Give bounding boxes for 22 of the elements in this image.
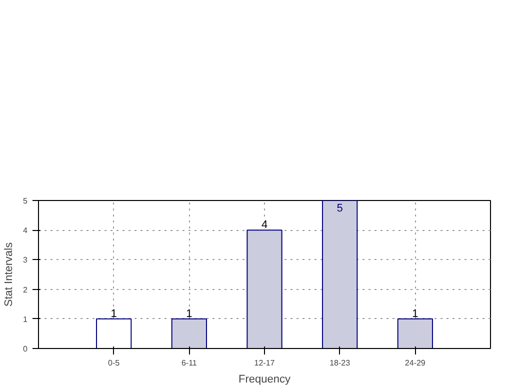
x-tick-label: 0-5 [108,358,120,368]
y-axis-title: Stat Intervals [3,242,16,307]
y-tick-label: 0 [23,344,28,354]
bar [397,318,433,348]
y-tick-label: 2 [23,285,28,294]
y-tick-label: 4 [23,226,28,236]
data-label: 5 [336,202,343,214]
x-tick-label: 6-11 [181,358,198,368]
x-tick-label: 24-29 [404,358,426,368]
x-tick-label: 18-23 [330,358,351,368]
x-axis-title: Frequency [238,374,291,386]
y-tick-label: 3 [23,256,28,265]
x-tick-label: 12-17 [254,358,276,368]
data-label: 1 [110,308,117,320]
bar [322,200,358,348]
bar [246,230,282,348]
data-label: 4 [261,219,268,232]
data-label: 1 [186,308,192,320]
bar [171,318,207,348]
data-label: 1 [412,308,418,320]
y-tick-label: 5 [23,196,28,206]
y-tick-label: 1 [23,314,28,324]
